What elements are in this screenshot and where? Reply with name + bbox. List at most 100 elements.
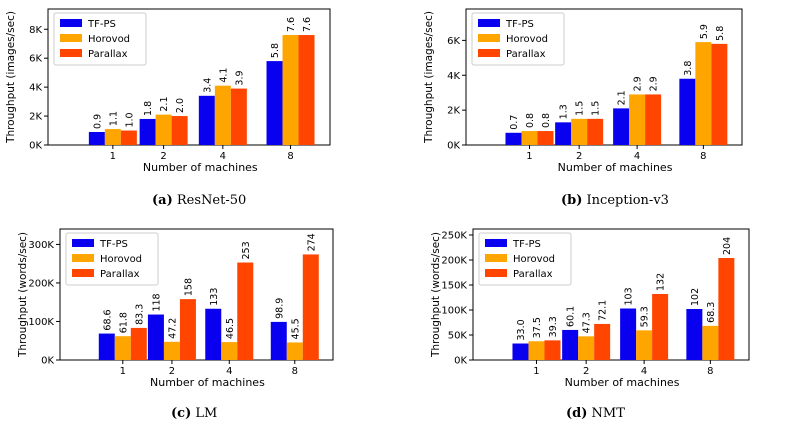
x-tick-label: 8	[287, 151, 293, 162]
bar-horovod-2	[155, 114, 172, 145]
data-label: 1.1	[108, 111, 119, 126]
y-axis-label: Throughput (words/sec)	[430, 232, 442, 358]
chart-a-group: 0K 2K 4K 6K 8K Throughput (images/sec) Number …	[5, 8, 331, 174]
legend-label: Parallax	[88, 49, 128, 60]
data-label: 2.9	[633, 76, 644, 91]
y-tick-label: 4K	[29, 83, 42, 94]
data-label: 68.6	[102, 309, 113, 330]
bar-horovod-4	[221, 342, 238, 360]
bar-tf-ps-1	[505, 132, 522, 145]
bar-horovod-1	[528, 341, 545, 360]
y-axis-label: Throughput (images/sec)	[423, 11, 435, 144]
x-tick-label: 4	[634, 151, 640, 162]
legend-label: TF-PS	[512, 239, 541, 250]
bar-parallax-8	[298, 35, 315, 145]
x-tick-label: 2	[169, 366, 175, 377]
bar-tf-ps-4	[198, 95, 215, 145]
y-tick-label: 200K	[441, 256, 467, 267]
legend-label: Parallax	[513, 269, 553, 280]
y-tick-label: 0K	[447, 141, 460, 152]
data-label: 5.8	[715, 26, 726, 41]
x-axis-label: Number of machines	[558, 161, 673, 174]
data-label: 60.1	[566, 306, 577, 327]
data-label: 5.9	[699, 24, 710, 39]
legend-swatch-tf-ps	[60, 19, 82, 27]
data-label: 1.5	[591, 101, 602, 116]
bar-parallax-1	[130, 327, 147, 360]
data-label: 3.8	[683, 61, 694, 76]
data-label: 46.5	[225, 318, 236, 339]
y-tick-label: 100K	[441, 306, 467, 317]
data-label: 7.6	[286, 17, 297, 32]
x-tick-label: 8	[707, 366, 713, 377]
legend-label: Horovod	[513, 254, 555, 265]
data-label: 0.8	[541, 113, 552, 128]
bar-horovod-4	[629, 94, 646, 145]
bar-parallax-1	[120, 130, 137, 145]
legend-swatch-horovod	[485, 254, 507, 262]
x-axis-label: Number of machines	[143, 161, 258, 174]
legend-swatch-horovod	[72, 254, 94, 262]
bar-parallax-2	[171, 116, 188, 145]
bar-horovod-8	[695, 42, 712, 145]
bar-tf-ps-2	[555, 122, 572, 145]
bar-parallax-2	[587, 118, 604, 145]
bar-tf-ps-8	[686, 309, 703, 360]
y-tick-label: 2K	[29, 112, 42, 123]
legend-label: Parallax	[506, 49, 546, 60]
legend-label: TF-PS	[99, 239, 128, 250]
legend-swatch-horovod	[60, 34, 82, 42]
data-label: 2.0	[175, 98, 186, 113]
bar-parallax-8	[302, 254, 319, 360]
y-tick-label: 0K	[29, 141, 42, 152]
bar-horovod-1	[114, 336, 131, 360]
bar-horovod-2	[578, 336, 595, 360]
bar-horovod-1	[104, 129, 121, 145]
y-tick-label: 8K	[29, 25, 42, 36]
y-tick-label: 6K	[29, 54, 42, 65]
data-label: 204	[722, 237, 733, 255]
data-label: 61.8	[118, 312, 129, 333]
x-tick-label: 2	[583, 366, 589, 377]
data-label: 3.4	[202, 78, 213, 93]
bar-parallax-1	[544, 340, 561, 360]
y-tick-label: 150K	[441, 281, 467, 292]
x-tick-label: 8	[292, 366, 298, 377]
data-label: 158	[183, 278, 194, 296]
data-label: 47.3	[582, 312, 593, 333]
bar-tf-ps-4	[613, 108, 630, 145]
legend-label: Parallax	[100, 269, 140, 280]
caption-d: (d) NMT	[566, 406, 625, 421]
data-label: 83.3	[134, 304, 145, 325]
y-tick-label: 200K	[28, 278, 54, 289]
x-tick-label: 1	[120, 366, 126, 377]
plot-frame	[59, 228, 334, 361]
bar-parallax-8	[718, 258, 735, 360]
x-tick-label: 8	[700, 151, 706, 162]
bar-parallax-4	[652, 294, 669, 360]
plot-frame	[47, 8, 331, 146]
data-label: 33.0	[516, 319, 527, 340]
data-label: 1.8	[143, 101, 154, 116]
bar-tf-ps-8	[679, 78, 696, 145]
data-label: 133	[209, 288, 220, 306]
data-label: 2.9	[649, 76, 660, 91]
data-label: 0.8	[525, 113, 536, 128]
data-label: 274	[306, 233, 317, 251]
legend-swatch-tf-ps	[478, 19, 500, 27]
y-axis-label: Throughput (images/sec)	[5, 11, 17, 144]
data-label: 39.3	[548, 316, 559, 337]
y-tick-label: 250K	[441, 231, 467, 242]
bar-tf-ps-8	[266, 61, 283, 145]
x-tick-label: 4	[226, 366, 232, 377]
data-label: 102	[690, 288, 701, 306]
data-label: 118	[151, 293, 162, 311]
legend-swatch-tf-ps	[485, 239, 507, 247]
legend-label: TF-PS	[87, 19, 116, 30]
bar-parallax-8	[711, 43, 728, 145]
bar-parallax-4	[645, 94, 662, 145]
legend-label: Horovod	[506, 34, 548, 45]
bar-tf-ps-2	[139, 118, 156, 145]
